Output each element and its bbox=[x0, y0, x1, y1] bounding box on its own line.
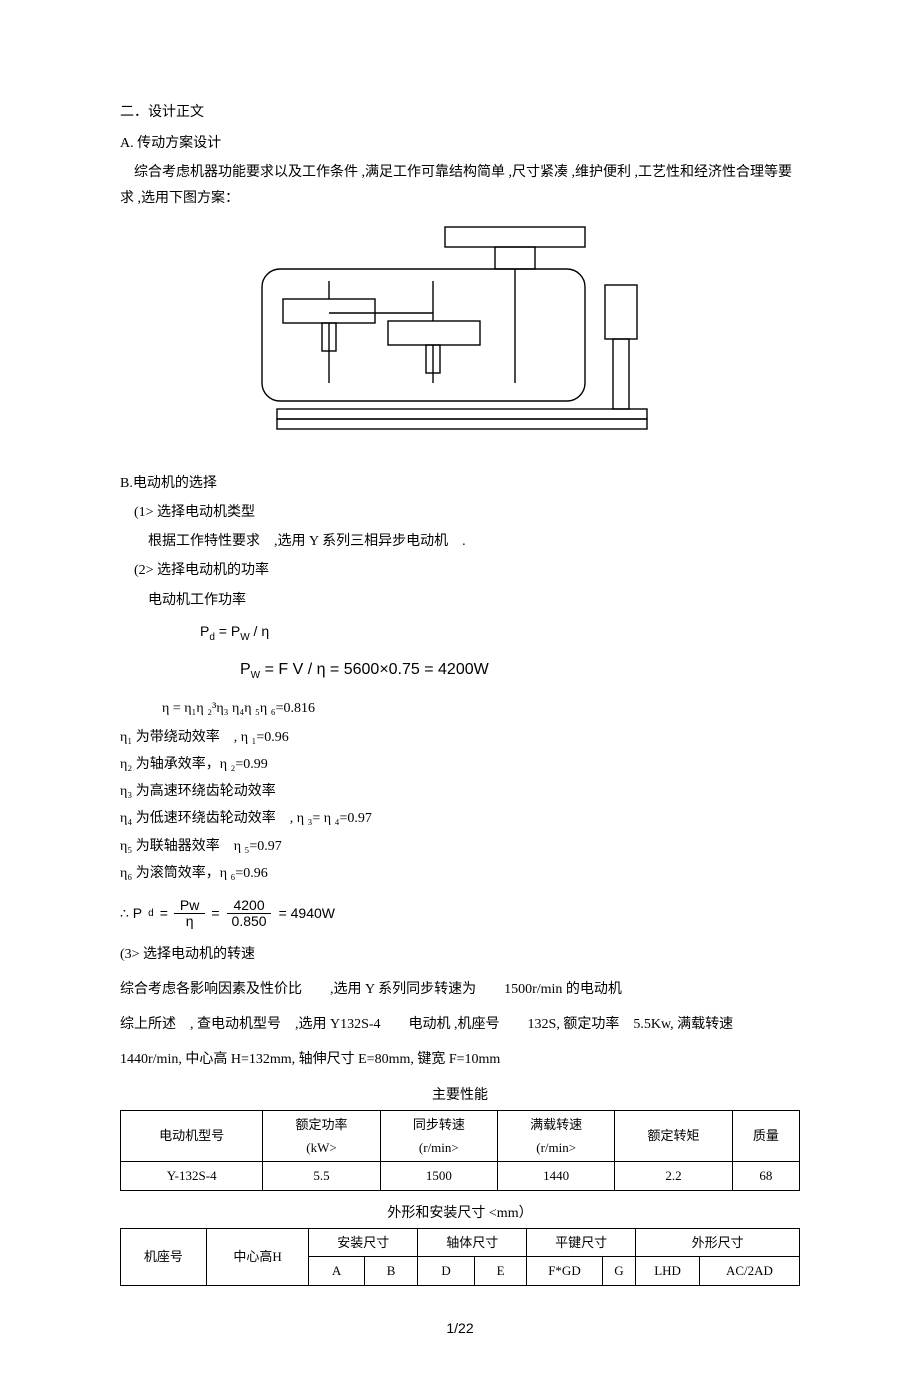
header-cell: 满载转速(r/min> bbox=[497, 1110, 614, 1162]
frac2: 4200 0.850 bbox=[226, 898, 273, 930]
cell: 轴体尺寸 bbox=[418, 1229, 527, 1257]
eta-line: η₆ 为滚筒效率，η ₆=0.96 bbox=[120, 861, 800, 886]
cell: LHD bbox=[636, 1257, 700, 1285]
pd-p: P bbox=[200, 623, 209, 639]
cell: G bbox=[602, 1257, 635, 1285]
section-b-title: B.电动机的选择 bbox=[120, 471, 800, 496]
table2-caption: 外形和安装尺寸 <mm） bbox=[120, 1201, 800, 1226]
cell: 平键尺寸 bbox=[527, 1229, 636, 1257]
frac2-num: 4200 bbox=[227, 898, 270, 914]
cell: AC/2AD bbox=[699, 1257, 799, 1285]
formula-pd: Pd = PW / η bbox=[200, 619, 800, 647]
formula-result: ∴ P d = Pw η = 4200 0.850 = 4940W bbox=[120, 898, 800, 930]
header-cell: 额定功率(kW> bbox=[263, 1110, 380, 1162]
cell: 机座号 bbox=[121, 1229, 207, 1286]
pd-eq: = P bbox=[215, 623, 240, 639]
cell: B bbox=[364, 1257, 417, 1285]
frac1-den: η bbox=[180, 914, 200, 929]
cell: D bbox=[418, 1257, 475, 1285]
cell: 1440 bbox=[497, 1162, 614, 1190]
cell: A bbox=[309, 1257, 365, 1285]
page-number: 1/22 bbox=[120, 1316, 800, 1341]
cell: E bbox=[474, 1257, 526, 1285]
therefore: ∴ P bbox=[120, 901, 142, 926]
eta-line: η₄ 为低速环绕齿轮动效率 , η ₃= η ₄=0.97 bbox=[120, 806, 800, 831]
b3-p2: 综上所述 , 查电动机型号 ,选用 Y132S-4 电动机 ,机座号 132S,… bbox=[120, 1012, 800, 1037]
formula-pw: PW = F V / η = 5600×0.75 = 4200W bbox=[240, 656, 800, 685]
header-cell: 同步转速(r/min> bbox=[380, 1110, 497, 1162]
pd-tail: / η bbox=[250, 623, 269, 639]
frac1: Pw η bbox=[174, 898, 205, 930]
eta-product: η = η₁η ₂³η₃ η₄η ₅η ₆=0.816 bbox=[120, 696, 800, 721]
section-a-para: 综合考虑机器功能要求以及工作条件 ,满足工作可靠结构简单 ,尺寸紧凑 ,维护便利… bbox=[120, 160, 800, 210]
frac2-den: 0.850 bbox=[226, 914, 273, 929]
b2-title: (2> 选择电动机的功率 bbox=[120, 558, 800, 583]
table-row: 机座号 中心高H 安装尺寸 轴体尺寸 平键尺寸 外形尺寸 bbox=[121, 1229, 800, 1257]
b1-title: (1> 选择电动机类型 bbox=[120, 500, 800, 525]
table-performance: 电动机型号额定功率(kW>同步转速(r/min>满载转速(r/min>额定转矩质… bbox=[120, 1110, 800, 1191]
cell: 2.2 bbox=[615, 1162, 732, 1190]
cell: 5.5 bbox=[263, 1162, 380, 1190]
b1-para: 根据工作特性要求 ,选用 Y 系列三相异步电动机 . bbox=[120, 529, 800, 554]
result-pd: = 4940W bbox=[279, 901, 335, 926]
eta-line: η₁ 为带绕动效率 , η ₁=0.96 bbox=[120, 725, 800, 750]
heading-main: 二．设计正文 bbox=[120, 100, 800, 125]
cell: F*GD bbox=[527, 1257, 603, 1285]
transmission-diagram bbox=[120, 221, 800, 451]
eta-lines: η₁ 为带绕动效率 , η ₁=0.96η₂ 为轴承效率，η ₂=0.99η₃ … bbox=[120, 725, 800, 886]
header-cell: 质量 bbox=[732, 1110, 799, 1162]
table-dimensions: 机座号 中心高H 安装尺寸 轴体尺寸 平键尺寸 外形尺寸 ABDEF*GDGLH… bbox=[120, 1228, 800, 1286]
pd-sub2: W bbox=[240, 631, 249, 642]
frac1-num: Pw bbox=[174, 898, 205, 914]
cell: 安装尺寸 bbox=[309, 1229, 418, 1257]
cell: 中心高H bbox=[206, 1229, 309, 1286]
header-cell: 额定转矩 bbox=[615, 1110, 732, 1162]
table-row: Y-132S-45.5150014402.268 bbox=[121, 1162, 800, 1190]
pw-sub: W bbox=[251, 671, 260, 682]
cell: 68 bbox=[732, 1162, 799, 1190]
b3-p3: 1440r/min, 中心高 H=132mm, 轴伸尺寸 E=80mm, 键宽 … bbox=[120, 1047, 800, 1072]
eq1: = bbox=[160, 901, 168, 926]
b3-p1: 综合考虑各影响因素及性价比 ,选用 Y 系列同步转速为 1500r/min 的电… bbox=[120, 977, 800, 1002]
cell: Y-132S-4 bbox=[121, 1162, 263, 1190]
eq2: = bbox=[211, 901, 219, 926]
header-cell: 电动机型号 bbox=[121, 1110, 263, 1162]
pw-pre: P bbox=[240, 661, 251, 678]
table1-caption: 主要性能 bbox=[120, 1083, 800, 1108]
eta-line: η₃ 为高速环绕齿轮动效率 bbox=[120, 779, 800, 804]
diagram-svg bbox=[250, 221, 670, 451]
eta-line: η₅ 为联轴器效率 η ₅=0.97 bbox=[120, 834, 800, 859]
pw-mid: = F V / η = 5600×0.75 = 4200W bbox=[260, 661, 489, 678]
cell: 1500 bbox=[380, 1162, 497, 1190]
section-a-title: A. 传动方案设计 bbox=[120, 131, 800, 156]
therefore-sub: d bbox=[148, 905, 154, 923]
cell: 外形尺寸 bbox=[636, 1229, 800, 1257]
b2-para: 电动机工作功率 bbox=[120, 588, 800, 613]
b3-title: (3> 选择电动机的转速 bbox=[120, 942, 800, 967]
eta-line: η₂ 为轴承效率，η ₂=0.99 bbox=[120, 752, 800, 777]
table-row: 电动机型号额定功率(kW>同步转速(r/min>满载转速(r/min>额定转矩质… bbox=[121, 1110, 800, 1162]
